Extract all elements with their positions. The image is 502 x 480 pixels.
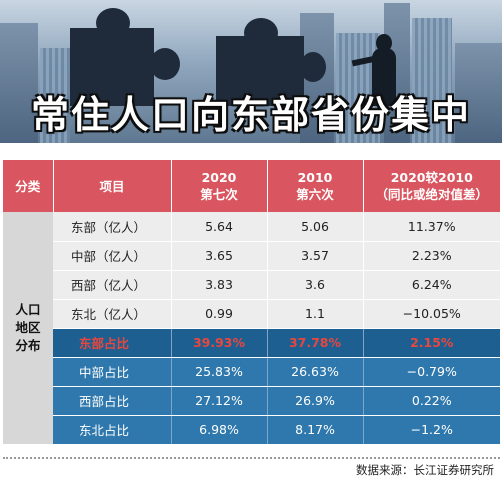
value-2020-cell: 3.65 (171, 241, 268, 271)
table-row: 东部占比 39.93% 37.78% 2.15% (3, 328, 500, 358)
item-cell: 西部占比 (53, 386, 172, 416)
diff-cell: −10.05% (363, 299, 500, 329)
population-table: 分类 项目 2020 第七次 2010 第六次 2020较2010 （同比或绝对… (3, 160, 500, 445)
value-2020-cell: 27.12% (171, 386, 268, 416)
value-2010-cell: 37.78% (267, 328, 364, 358)
value-2010-cell: 26.63% (267, 357, 364, 387)
banner-title: 常住人口向东部省份集中 (30, 93, 471, 137)
divider (3, 457, 500, 459)
diff-cell: 11.37% (363, 212, 500, 242)
diff-cell: 6.24% (363, 270, 500, 300)
value-2020-cell: 0.99 (171, 299, 268, 329)
table-row: 东北占比 6.98% 8.17% −1.2% (3, 415, 500, 445)
table-row: 人口 地区 分布 东部（亿人） 5.64 5.06 11.37% (3, 212, 500, 444)
diff-cell: −0.79% (363, 357, 500, 387)
diff-cell: −1.2% (363, 415, 500, 445)
item-cell: 东部（亿人） (53, 212, 172, 242)
value-2010-cell: 1.1 (267, 299, 364, 329)
header-banner: 常住人口向东部省份集中 (0, 0, 502, 143)
item-cell: 东北占比 (53, 415, 172, 445)
diff-cell: 2.15% (363, 328, 500, 358)
header-item: 项目 (53, 160, 172, 212)
value-2020-cell: 5.64 (171, 212, 268, 242)
puzzle-piece-left (70, 28, 154, 106)
item-cell: 东北（亿人） (53, 299, 172, 329)
item-cell: 东部占比 (53, 328, 172, 358)
value-2010-cell: 5.06 (267, 212, 364, 242)
diff-cell: 0.22% (363, 386, 500, 416)
businessman-silhouette (372, 48, 396, 106)
table-row: 中部（亿人） 3.65 3.57 2.23% (3, 241, 500, 271)
value-2020-cell: 39.93% (171, 328, 268, 358)
header-diff: 2020较2010 （同比或绝对值差） (363, 160, 500, 212)
value-2020-cell: 3.83 (171, 270, 268, 300)
item-cell: 中部（亿人） (53, 241, 172, 271)
table-row: 中部占比 25.83% 26.63% −0.79% (3, 357, 500, 387)
table-row: 西部（亿人） 3.83 3.6 6.24% (3, 270, 500, 300)
header-2020: 2020 第七次 (171, 160, 268, 212)
value-2010-cell: 3.6 (267, 270, 364, 300)
value-2010-cell: 8.17% (267, 415, 364, 445)
item-cell: 西部（亿人） (53, 270, 172, 300)
table-row: 西部占比 27.12% 26.9% 0.22% (3, 386, 500, 416)
table-row: 东北（亿人） 0.99 1.1 −10.05% (3, 299, 500, 329)
data-source: 数据来源：长江证券研究所 (356, 463, 494, 477)
diff-cell: 2.23% (363, 241, 500, 271)
value-2020-cell: 25.83% (171, 357, 268, 387)
table-header-row: 分类 项目 2020 第七次 2010 第六次 2020较2010 （同比或绝对… (3, 160, 500, 212)
value-2010-cell: 3.57 (267, 241, 364, 271)
value-2010-cell: 26.9% (267, 386, 364, 416)
value-2020-cell: 6.98% (171, 415, 268, 445)
header-2010: 2010 第六次 (267, 160, 364, 212)
category-cell: 人口 地区 分布 (3, 212, 53, 444)
header-category: 分类 (3, 160, 54, 212)
item-cell: 中部占比 (53, 357, 172, 387)
